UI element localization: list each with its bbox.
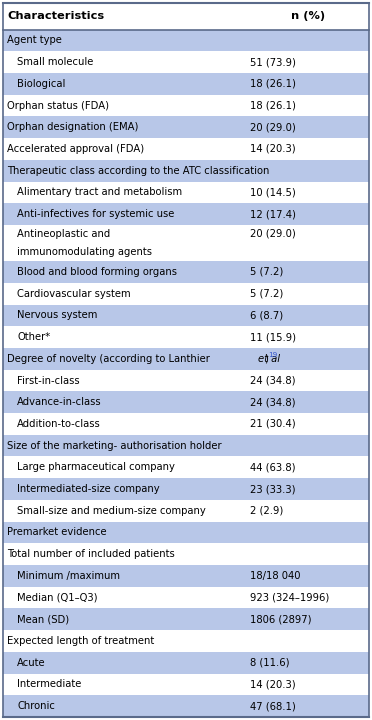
Bar [3, 696, 369, 717]
Bar [3, 369, 369, 392]
Text: 1806 (2897): 1806 (2897) [250, 614, 312, 624]
Text: Orphan designation (EMA): Orphan designation (EMA) [7, 122, 138, 132]
Text: Alimentary tract and metabolism: Alimentary tract and metabolism [17, 187, 182, 197]
Text: 12 (17.4): 12 (17.4) [250, 209, 296, 219]
Text: 18 (26.1): 18 (26.1) [250, 101, 296, 110]
Bar [3, 283, 369, 305]
Text: Mean (SD): Mean (SD) [17, 614, 69, 624]
Text: Accelerated approval (FDA): Accelerated approval (FDA) [7, 144, 144, 154]
Text: Addition-to-class: Addition-to-class [17, 419, 101, 429]
Text: 5 (7.2): 5 (7.2) [250, 289, 283, 299]
Bar [3, 225, 369, 261]
Text: Agent type: Agent type [7, 35, 62, 45]
Text: Nervous system: Nervous system [17, 310, 97, 320]
Text: 20 (29.0): 20 (29.0) [250, 122, 296, 132]
Text: ): ) [264, 354, 267, 364]
Text: Premarket evidence: Premarket evidence [7, 528, 107, 537]
Text: Small-size and medium-size company: Small-size and medium-size company [17, 505, 206, 516]
Text: 20 (29.0): 20 (29.0) [250, 229, 296, 239]
Bar [3, 521, 369, 544]
Bar [3, 261, 369, 283]
Text: 21 (30.4): 21 (30.4) [250, 419, 296, 429]
Text: Blood and blood forming organs: Blood and blood forming organs [17, 267, 177, 277]
Bar [3, 544, 369, 565]
Bar [3, 652, 369, 674]
Bar [3, 435, 369, 456]
Bar [3, 203, 369, 225]
Text: Intermediate: Intermediate [17, 680, 81, 690]
Text: Intermediated-size company: Intermediated-size company [17, 484, 160, 494]
Text: Total number of included patients: Total number of included patients [7, 549, 175, 559]
Text: Acute: Acute [17, 658, 46, 667]
Text: 44 (63.8): 44 (63.8) [250, 462, 296, 472]
Text: 23 (33.3): 23 (33.3) [250, 484, 296, 494]
Bar [3, 160, 369, 181]
Text: 14 (20.3): 14 (20.3) [250, 680, 296, 690]
Text: Biological: Biological [17, 78, 65, 89]
Bar [3, 500, 369, 521]
Bar [3, 348, 369, 369]
Text: First-in-class: First-in-class [17, 376, 80, 385]
Text: 6 (8.7): 6 (8.7) [250, 310, 283, 320]
Text: 10 (14.5): 10 (14.5) [250, 187, 296, 197]
Bar [3, 3, 369, 30]
Text: 24 (34.8): 24 (34.8) [250, 376, 296, 385]
Text: 5 (7.2): 5 (7.2) [250, 267, 283, 277]
Text: 8 (11.6): 8 (11.6) [250, 658, 290, 667]
Bar [3, 138, 369, 160]
Bar [3, 30, 369, 51]
Bar [3, 305, 369, 326]
Text: immunomodulating agents: immunomodulating agents [17, 247, 152, 257]
Bar [3, 478, 369, 500]
Text: Large pharmaceutical company: Large pharmaceutical company [17, 462, 175, 472]
Bar [3, 94, 369, 117]
Text: Size of the marketing- authorisation holder: Size of the marketing- authorisation hol… [7, 441, 222, 451]
Bar [3, 51, 369, 73]
Bar [3, 630, 369, 652]
Text: Other*: Other* [17, 332, 50, 342]
Bar [3, 608, 369, 630]
Text: Median (Q1–Q3): Median (Q1–Q3) [17, 593, 97, 603]
Text: Small molecule: Small molecule [17, 57, 93, 67]
Text: Chronic: Chronic [17, 701, 55, 711]
Text: 24 (34.8): 24 (34.8) [250, 397, 296, 408]
Bar [3, 326, 369, 348]
Text: n (%): n (%) [291, 12, 325, 22]
Text: Antineoplastic and: Antineoplastic and [17, 229, 110, 239]
Bar [3, 181, 369, 203]
Bar [3, 413, 369, 435]
Bar [3, 392, 369, 413]
Text: 19: 19 [268, 352, 278, 358]
Text: Minimum /maximum: Minimum /maximum [17, 571, 120, 581]
Text: 47 (68.1): 47 (68.1) [250, 701, 296, 711]
Text: 923 (324–1996): 923 (324–1996) [250, 593, 330, 603]
Text: Advance-in-class: Advance-in-class [17, 397, 102, 408]
Text: Expected length of treatment: Expected length of treatment [7, 636, 154, 646]
Text: Characteristics: Characteristics [7, 12, 104, 22]
Bar [3, 674, 369, 696]
Bar [3, 117, 369, 138]
Text: 18 (26.1): 18 (26.1) [250, 78, 296, 89]
Text: 11 (15.9): 11 (15.9) [250, 332, 296, 342]
Text: Anti-infectives for systemic use: Anti-infectives for systemic use [17, 209, 174, 219]
Text: et al: et al [258, 354, 280, 364]
Bar [3, 73, 369, 94]
Text: 18/18 040: 18/18 040 [250, 571, 301, 581]
Text: 2 (2.9): 2 (2.9) [250, 505, 283, 516]
Bar [3, 456, 369, 478]
Text: Orphan status (FDA): Orphan status (FDA) [7, 101, 109, 110]
Text: Therapeutic class according to the ATC classification: Therapeutic class according to the ATC c… [7, 166, 269, 176]
Bar [3, 587, 369, 608]
Text: 51 (73.9): 51 (73.9) [250, 57, 296, 67]
Text: 14 (20.3): 14 (20.3) [250, 144, 296, 154]
Text: Cardiovascular system: Cardiovascular system [17, 289, 131, 299]
Text: Degree of novelty (according to Lanthier: Degree of novelty (according to Lanthier [7, 354, 213, 364]
Bar [3, 565, 369, 587]
